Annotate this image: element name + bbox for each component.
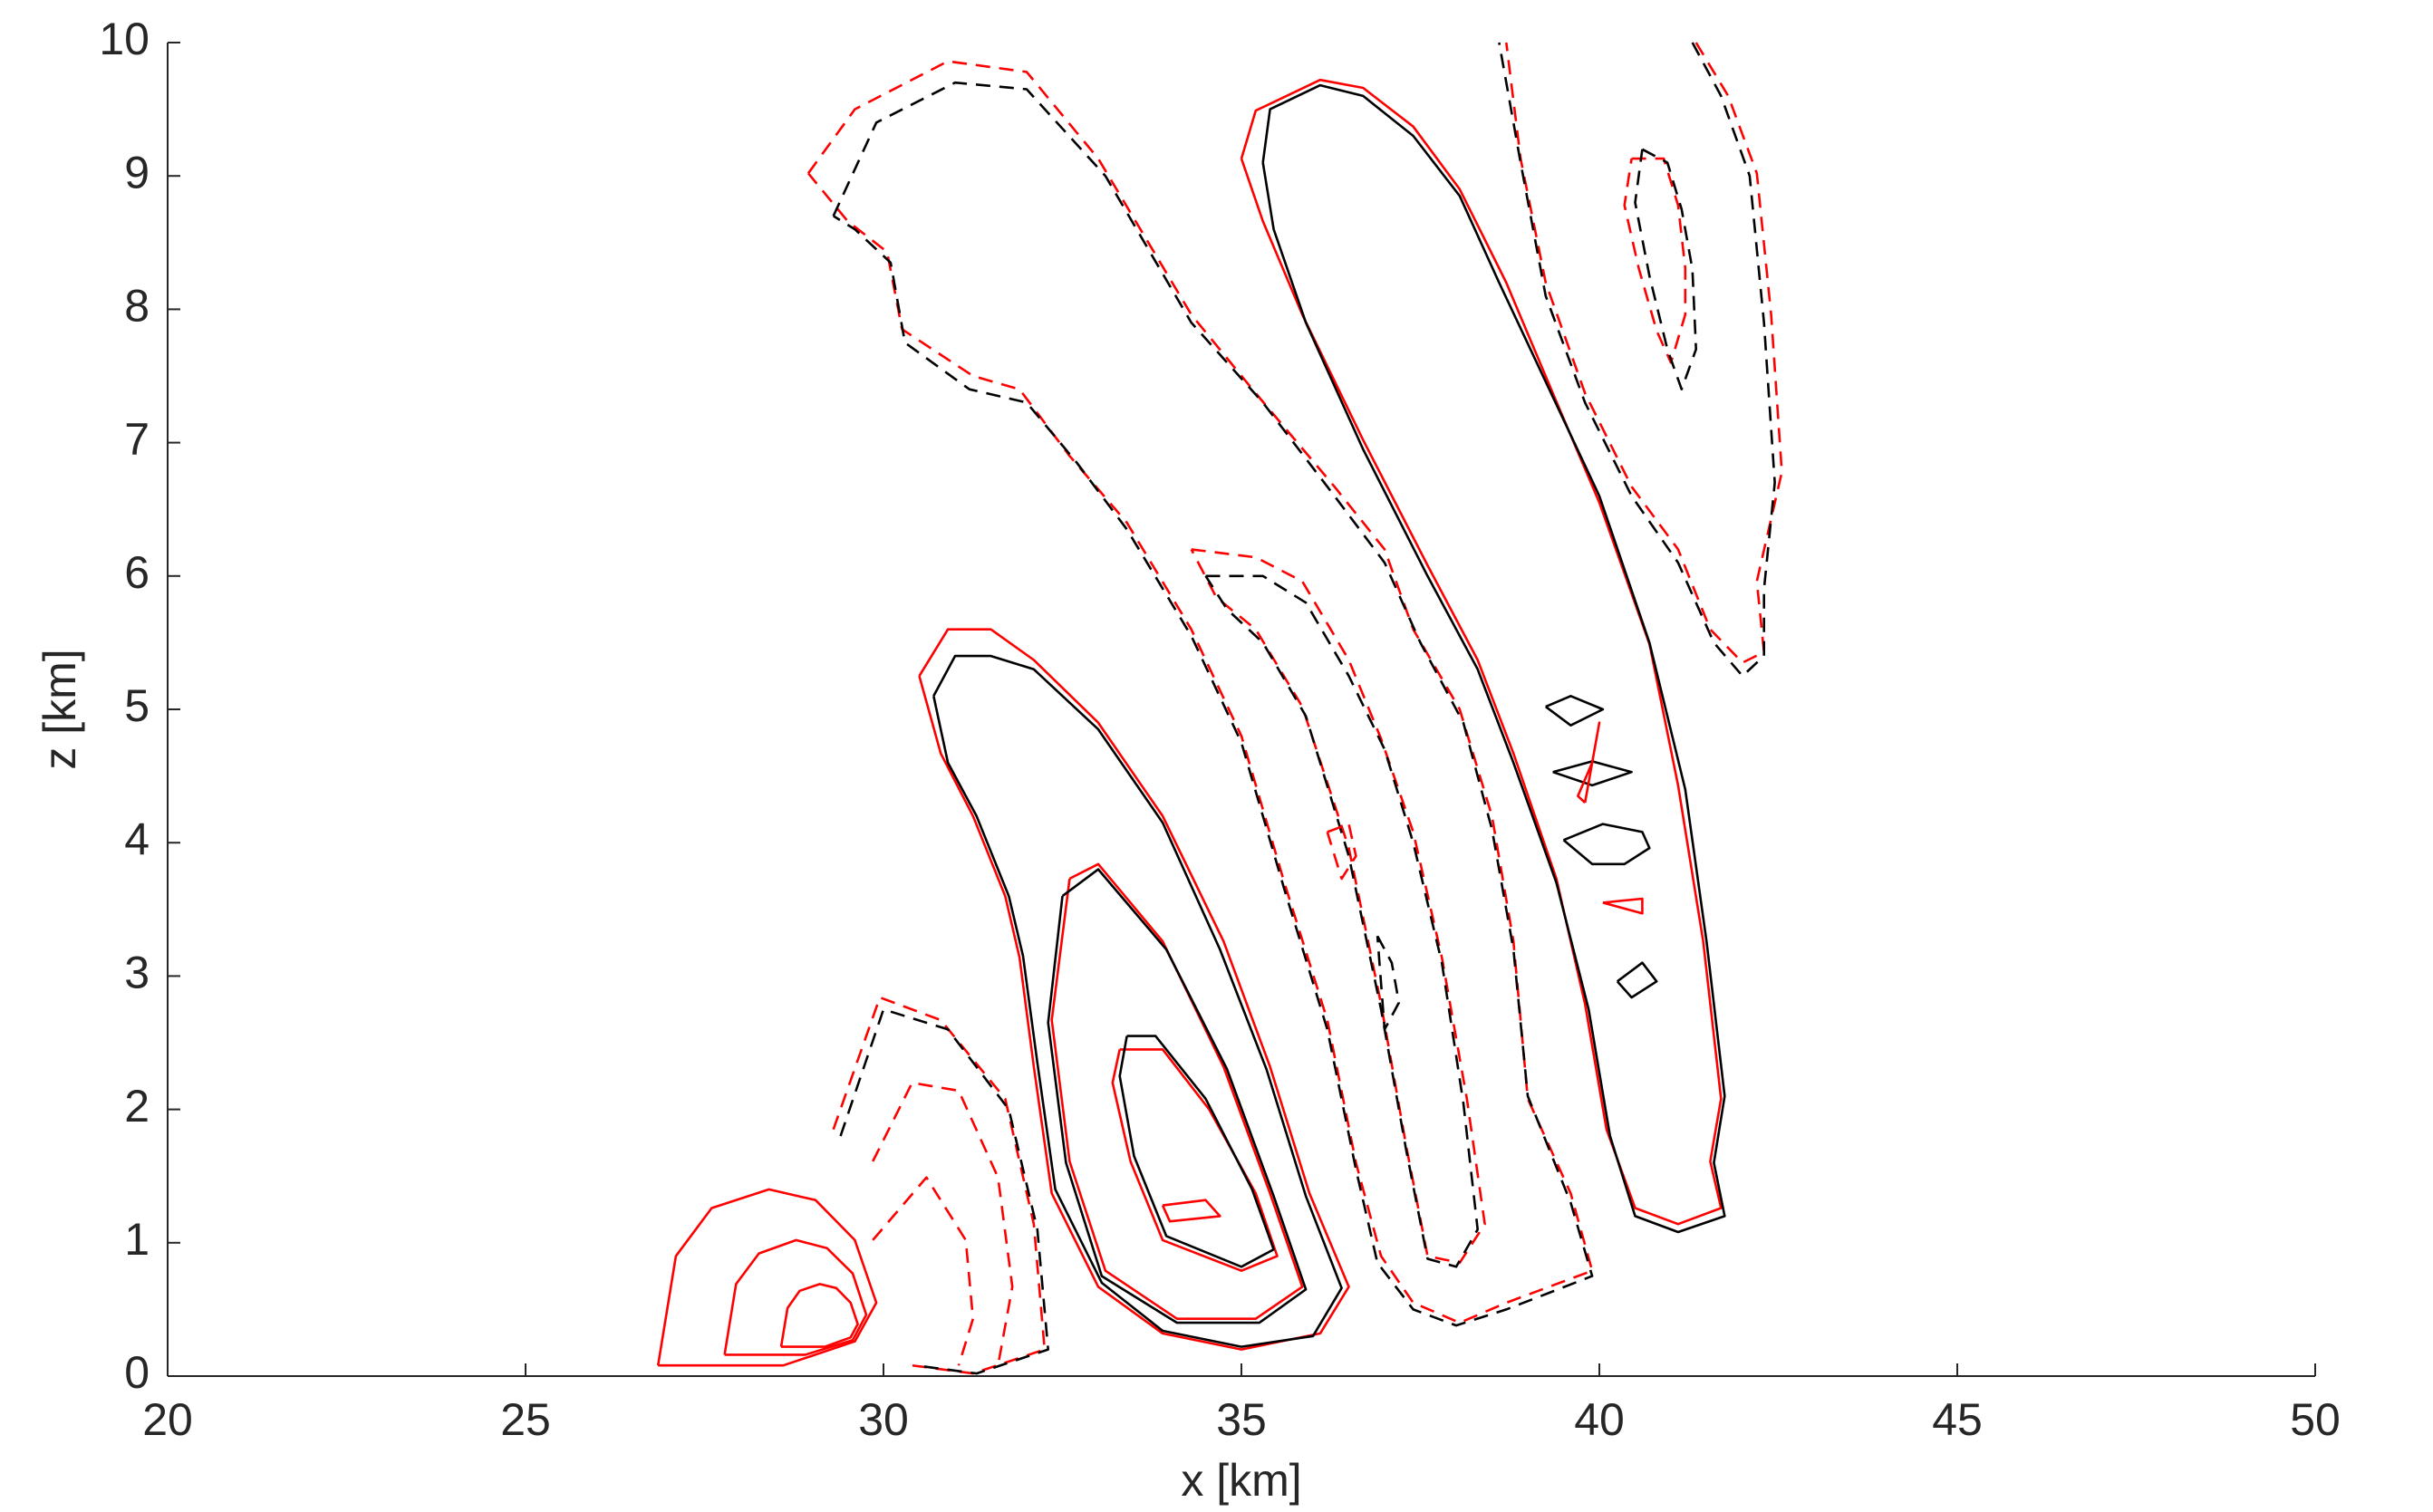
contour-line: [1240, 78, 1723, 1226]
contour-line: [1190, 548, 1486, 1265]
x-tick-label: 45: [1932, 1394, 1983, 1445]
contour-line: [918, 628, 1350, 1351]
contour-line: [1623, 157, 1687, 364]
y-axis-label: z [km]: [34, 649, 85, 769]
y-tick-label: 4: [124, 814, 150, 864]
contour-line: [839, 1007, 1049, 1375]
contour-line: [1261, 83, 1726, 1234]
y-tick-label: 2: [124, 1081, 150, 1132]
contour-line: [832, 81, 1594, 1327]
contour-line: [1545, 694, 1605, 727]
contour-line: [872, 1081, 1014, 1366]
y-tick-label: 5: [124, 680, 150, 731]
y-tick-label: 1: [124, 1214, 150, 1265]
y-tick-label: 10: [99, 14, 150, 64]
contour-line: [1047, 868, 1308, 1324]
contour-line: [872, 1176, 975, 1366]
contour-line: [1204, 574, 1479, 1268]
contour-line: [1552, 760, 1633, 787]
contour-line: [1050, 862, 1304, 1320]
x-tick-label: 30: [858, 1394, 909, 1445]
contour-line: [779, 1283, 859, 1348]
contour-line: [1376, 935, 1401, 1031]
x-tick-label: 25: [500, 1394, 551, 1445]
x-tick-label: 20: [142, 1394, 193, 1445]
x-tick-label: 40: [1574, 1394, 1625, 1445]
contour-line: [1634, 148, 1697, 391]
contour-line: [1161, 1199, 1221, 1223]
contour-line: [1577, 721, 1601, 804]
contour-line: [832, 996, 1047, 1375]
contour-line: [1616, 961, 1658, 999]
contour-line: [1498, 42, 1776, 678]
contour-line: [1562, 823, 1651, 866]
y-tick-label: 0: [124, 1347, 150, 1398]
y-tick-label: 8: [124, 281, 150, 332]
contour-line: [656, 1188, 878, 1367]
x-tick-label: 35: [1216, 1394, 1267, 1445]
contour-line: [1602, 897, 1644, 915]
contour-line: [932, 654, 1343, 1348]
contour-line: [1326, 823, 1357, 881]
x-axis-label: x [km]: [1181, 1455, 1301, 1506]
y-tick-label: 7: [124, 414, 150, 465]
y-tick-label: 3: [124, 948, 150, 998]
contour-line: [806, 60, 1594, 1324]
contour-line: [723, 1238, 868, 1356]
contour-line: [1118, 1035, 1275, 1268]
x-tick-label: 50: [2290, 1394, 2341, 1445]
contour-line: [1505, 42, 1783, 664]
y-tick-label: 6: [124, 547, 150, 598]
y-tick-label: 9: [124, 147, 150, 197]
contour-line: [1111, 1048, 1279, 1272]
